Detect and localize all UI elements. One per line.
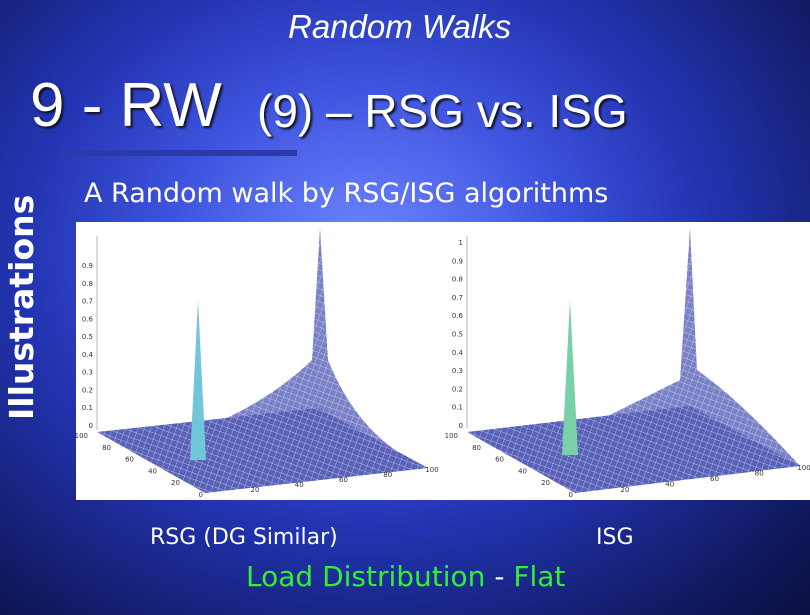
z-tick-label: 0.9 (452, 257, 463, 265)
z-tick-label: 0.7 (452, 294, 463, 302)
y-tick-label: 60 (125, 456, 134, 464)
title-rule (60, 150, 297, 156)
z-tick-label: 0.6 (452, 312, 464, 320)
x-tick-label: 40 (295, 481, 304, 489)
title-main: 9 - RW (30, 71, 222, 140)
z-tick-label: 0.1 (452, 404, 463, 412)
z-tick-label: 0.8 (82, 280, 93, 288)
x-tick-label: 100 (425, 466, 438, 474)
z-tick-label: 0 (89, 422, 93, 430)
section-title: Random Walks (288, 8, 512, 45)
z-tick-label: 0.4 (82, 351, 94, 359)
y-tick-label: 0 (199, 491, 203, 499)
footer-right: Flat (513, 560, 566, 593)
figure-caption: RSG (DG Similar) (150, 525, 338, 550)
z-tick-label: 0.2 (82, 386, 93, 394)
z-tick-label: 0.6 (82, 315, 94, 323)
figure-caption: ISG (596, 525, 634, 550)
surface-spike (562, 300, 578, 455)
surface-ridge (560, 228, 800, 466)
y-tick-label: 80 (102, 444, 111, 452)
footer-left: Load Distribution (246, 560, 486, 593)
z-tick-label: 0.5 (82, 333, 93, 341)
z-tick-label: 0.5 (452, 331, 463, 339)
z-tick-label: 0.3 (452, 367, 463, 375)
y-tick-label: 40 (518, 467, 527, 475)
x-tick-label: 80 (755, 470, 764, 478)
subtitle: A Random walk by RSG/ISG algorithms (84, 178, 609, 209)
title-sub: (9) – RSG vs. ISG (257, 85, 628, 137)
y-tick-label: 0 (569, 491, 573, 499)
z-tick-label: 0.3 (82, 369, 93, 377)
z-tick-label: 1 (459, 239, 463, 247)
z-tick-label: 0.7 (82, 298, 93, 306)
y-tick-label: 20 (541, 479, 550, 487)
z-tick-label: 0.1 (82, 404, 93, 412)
z-tick-label: 0.4 (452, 349, 464, 357)
surface-spike (190, 300, 206, 460)
z-tick-label: 0.8 (452, 276, 463, 284)
y-tick-label: 100 (445, 432, 458, 440)
y-tick-label: 100 (75, 432, 88, 440)
x-tick-label: 20 (251, 486, 260, 494)
footer: Load Distribution - Flat (246, 560, 565, 593)
x-tick-label: 20 (621, 486, 630, 494)
x-tick-label: 60 (339, 476, 348, 484)
x-tick-label: 100 (797, 464, 810, 472)
z-tick-label: 0.9 (82, 262, 93, 270)
y-tick-label: 80 (472, 444, 481, 452)
x-tick-label: 40 (665, 481, 674, 489)
y-tick-label: 60 (495, 456, 504, 464)
x-tick-label: 80 (383, 471, 392, 479)
x-tick-label: 60 (710, 475, 719, 483)
y-tick-label: 20 (171, 479, 180, 487)
footer-dash: - (494, 560, 505, 593)
z-tick-label: 0 (459, 422, 463, 430)
z-tick-label: 0.2 (452, 385, 463, 393)
surface-ridge (140, 228, 428, 468)
y-tick-label: 40 (148, 467, 157, 475)
